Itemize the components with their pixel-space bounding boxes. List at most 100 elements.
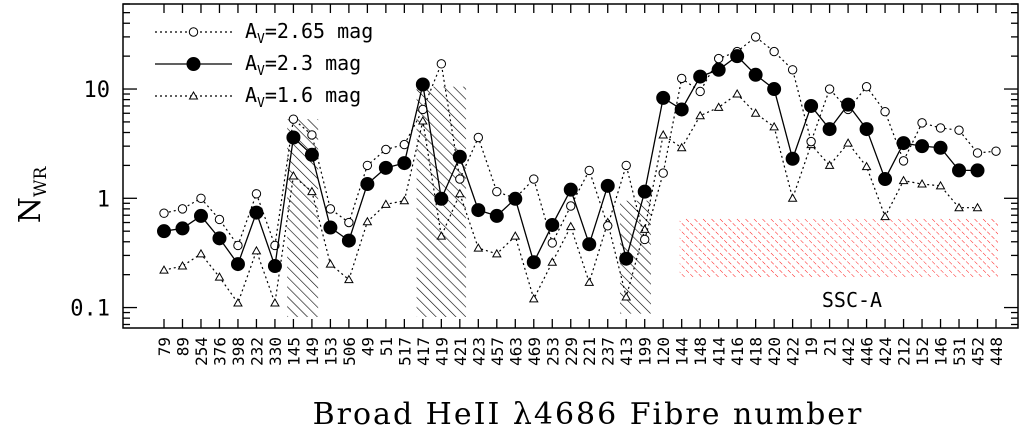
data-point: [212, 231, 227, 246]
data-point: [621, 291, 632, 301]
x-tick-labels: 79 89 254 376 398 232 330 145 149 153 506 49 51 517 41…: [155, 337, 1006, 366]
data-point: [547, 257, 558, 266]
x-tick-label: 418: [747, 337, 766, 366]
data-point: [436, 59, 447, 69]
data-point: [341, 233, 356, 248]
data-point: [362, 216, 373, 226]
data-point: [177, 204, 188, 214]
x-tick-label: 149: [303, 337, 322, 366]
data-point: [159, 208, 169, 218]
series-line-open-circle: [163, 36, 997, 247]
data-point: [471, 203, 486, 218]
data-point: [381, 144, 391, 155]
data-point: [658, 168, 668, 178]
data-point: [193, 208, 208, 223]
data-point: [528, 293, 539, 303]
x-tick-label: 144: [673, 337, 692, 366]
legend-label-sub: V: [257, 32, 265, 47]
x-tick-label: 145: [284, 337, 303, 366]
data-point: [233, 298, 243, 307]
x-tick-label: 221: [580, 337, 599, 366]
ssc-label: SSC-A: [822, 288, 882, 312]
data-point: [748, 67, 763, 82]
data-point: [769, 46, 779, 57]
legend-label-sub: V: [257, 96, 265, 111]
x-tick-label: 517: [395, 337, 414, 366]
x-tick-label: 416: [728, 337, 747, 366]
x-tick-label: 463: [506, 337, 525, 366]
data-point: [492, 186, 502, 197]
y-axis-label-sub: WR: [31, 166, 51, 197]
data-point: [843, 138, 853, 147]
legend-label-main: A: [245, 83, 257, 107]
x-tick-label: 422: [784, 337, 803, 366]
data-point: [767, 82, 782, 97]
data-point: [286, 130, 301, 145]
axis-ticks: [123, 3, 1018, 328]
data-point: [529, 174, 539, 184]
data-point: [824, 84, 835, 94]
data-point: [233, 240, 243, 251]
data-point: [693, 69, 708, 84]
data-point: [270, 298, 280, 307]
data-point: [175, 221, 190, 236]
data-point: [214, 272, 225, 281]
x-tick-label: 330: [266, 337, 285, 366]
data-point: [861, 82, 872, 92]
data-point: [991, 146, 1001, 156]
data-point: [898, 175, 909, 185]
x-tick-label: 199: [636, 337, 655, 366]
series-filled-circle: [157, 49, 985, 274]
data-point: [325, 204, 336, 214]
data-point: [323, 220, 338, 235]
data-point: [713, 53, 724, 64]
legend-marker-open-triangle: [188, 90, 199, 100]
x-tick-label: 417: [414, 337, 433, 366]
series-layer: [157, 32, 1001, 307]
legend-label-sub: V: [257, 64, 265, 79]
data-point: [325, 259, 336, 268]
data-point: [436, 231, 447, 240]
y-tick-label: 10: [84, 78, 111, 103]
data-point: [933, 140, 948, 155]
data-point: [399, 195, 410, 205]
data-point: [582, 237, 597, 252]
data-point: [972, 202, 983, 212]
x-tick-label: 51: [377, 337, 396, 356]
hatched-regions: [287, 86, 651, 317]
data-point: [841, 97, 856, 112]
x-tick-label: 229: [562, 337, 581, 366]
data-point: [917, 118, 927, 128]
data-point: [600, 178, 615, 193]
x-tick-label: 398: [229, 337, 248, 366]
data-point: [344, 217, 354, 228]
data-point: [251, 245, 262, 255]
ssc-region: [679, 218, 998, 278]
data-point: [640, 234, 650, 245]
data-point: [880, 211, 890, 221]
data-point: [695, 110, 706, 120]
data-point: [288, 114, 299, 124]
data-point: [288, 170, 299, 180]
x-tick-label: 148: [691, 337, 710, 366]
data-point: [954, 202, 964, 212]
data-point: [878, 172, 893, 187]
x-tick-label: 414: [710, 337, 729, 366]
x-tick-label: 79: [155, 337, 174, 356]
x-tick-label: 469: [525, 337, 544, 366]
x-tick-label: 423: [469, 337, 488, 366]
legend-label-main: A: [245, 51, 257, 75]
y-tick-label: 0.1: [70, 297, 110, 322]
data-point: [787, 65, 798, 75]
x-tick-label: 448: [987, 337, 1006, 366]
data-point: [822, 122, 837, 137]
data-point: [785, 151, 800, 166]
data-point: [344, 274, 354, 284]
data-point: [545, 217, 560, 232]
plot-frame: [122, 3, 1019, 329]
y-tick-labels: 0.1 1 10: [70, 78, 110, 322]
x-tick-label: 254: [192, 337, 211, 366]
data-point: [861, 161, 872, 171]
data-point: [898, 156, 909, 166]
